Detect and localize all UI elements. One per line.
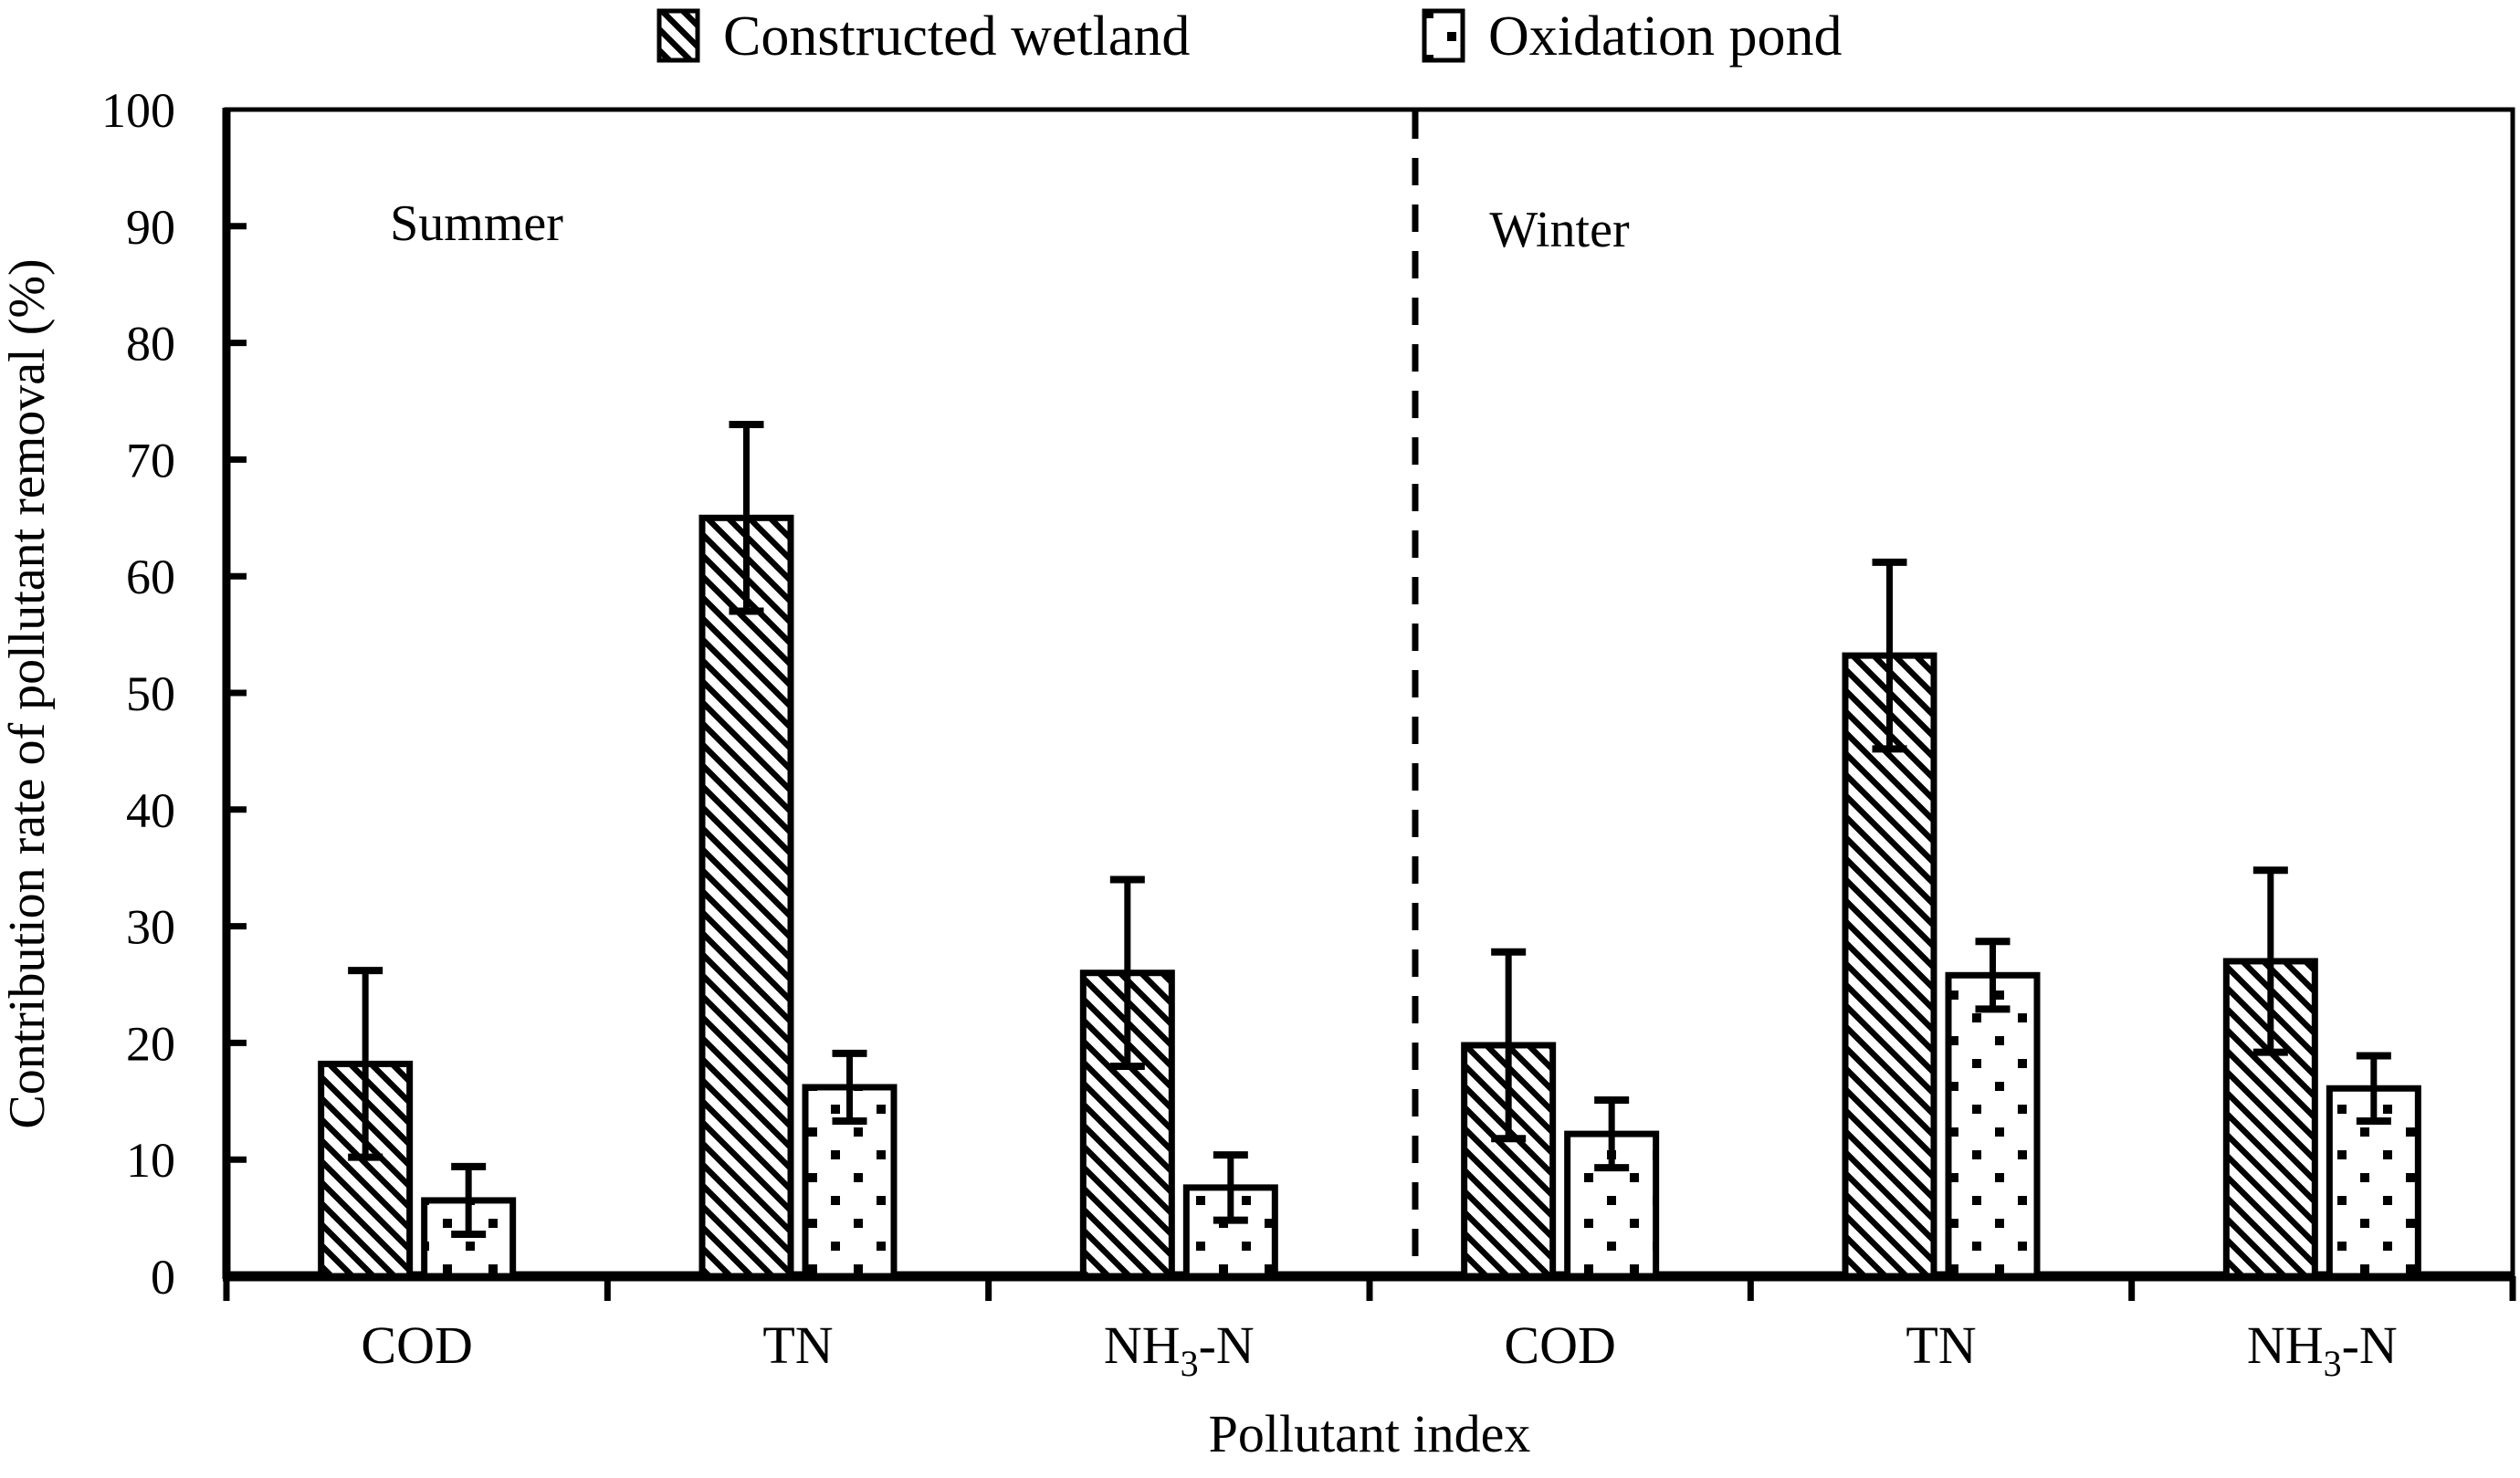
- error-bar-winter-2-oxidation-pond: [2356, 1052, 2391, 1126]
- season-label-summer: Summer: [390, 195, 563, 252]
- legend-item-constructed-wetland: Constructed wetland: [656, 5, 1190, 68]
- bar-winter-1-oxidation-pond: [1945, 971, 2041, 1280]
- legend-label-constructed-wetland: Constructed wetland: [723, 5, 1190, 68]
- y-tick-label-30: 30: [126, 900, 175, 955]
- error-bar-winter-0-oxidation-pond: [1594, 1096, 1630, 1172]
- season-label-winter: Winter: [1489, 202, 1630, 258]
- y-tick-label-70: 70: [126, 433, 175, 487]
- legend-item-oxidation-pond: Oxidation pond: [1422, 5, 1842, 68]
- y-tick-label-40: 40: [126, 783, 175, 838]
- y-axis-title: Contribution rate of pollutant removal (…: [0, 258, 56, 1128]
- error-bar-winter-1-oxidation-pond: [1975, 938, 2011, 1013]
- legend-swatch-oxidation-pond: [1422, 8, 1465, 63]
- legend-swatch-constructed-wetland: [656, 8, 700, 63]
- y-tick-label-10: 10: [126, 1133, 175, 1188]
- y-tick-label-0: 0: [151, 1250, 175, 1305]
- error-bar-winter-1-constructed-wetland: [1872, 558, 1907, 753]
- category-label-winter-NHN: NH3-N: [2247, 1316, 2398, 1384]
- bar-summer-1-constructed-wetland: [698, 514, 794, 1280]
- error-bar-summer-2-oxidation-pond: [1213, 1151, 1248, 1224]
- error-bar-summer-0-oxidation-pond: [451, 1162, 487, 1238]
- category-label-summer-COD: COD: [361, 1316, 472, 1375]
- category-label-summer-TN: TN: [762, 1316, 833, 1375]
- x-axis-title: Pollutant index: [1209, 1404, 1531, 1463]
- y-tick-label-80: 80: [126, 317, 175, 372]
- error-bar-winter-0-constructed-wetland: [1491, 948, 1527, 1143]
- y-tick-label-90: 90: [126, 200, 175, 255]
- error-bar-winter-2-constructed-wetland: [2252, 866, 2288, 1056]
- y-tick-label-60: 60: [126, 550, 175, 604]
- category-label-winter-COD: COD: [1504, 1316, 1615, 1375]
- category-label-winter-TN: TN: [1906, 1316, 1976, 1375]
- y-tick-label-20: 20: [126, 1016, 175, 1071]
- y-tick-label-100: 100: [101, 83, 175, 138]
- error-bar-summer-2-constructed-wetland: [1109, 875, 1145, 1070]
- bar-summer-0-constructed-wetland: [318, 1060, 414, 1280]
- error-bar-summer-0-constructed-wetland: [348, 967, 383, 1161]
- y-tick-label-50: 50: [126, 666, 175, 721]
- legend-label-oxidation-pond: Oxidation pond: [1488, 5, 1842, 68]
- error-bar-summer-1-oxidation-pond: [832, 1049, 867, 1126]
- category-label-summer-NHN: NH3-N: [1104, 1316, 1255, 1384]
- plot-frame: [224, 107, 2515, 1279]
- error-bar-summer-1-constructed-wetland: [729, 421, 764, 615]
